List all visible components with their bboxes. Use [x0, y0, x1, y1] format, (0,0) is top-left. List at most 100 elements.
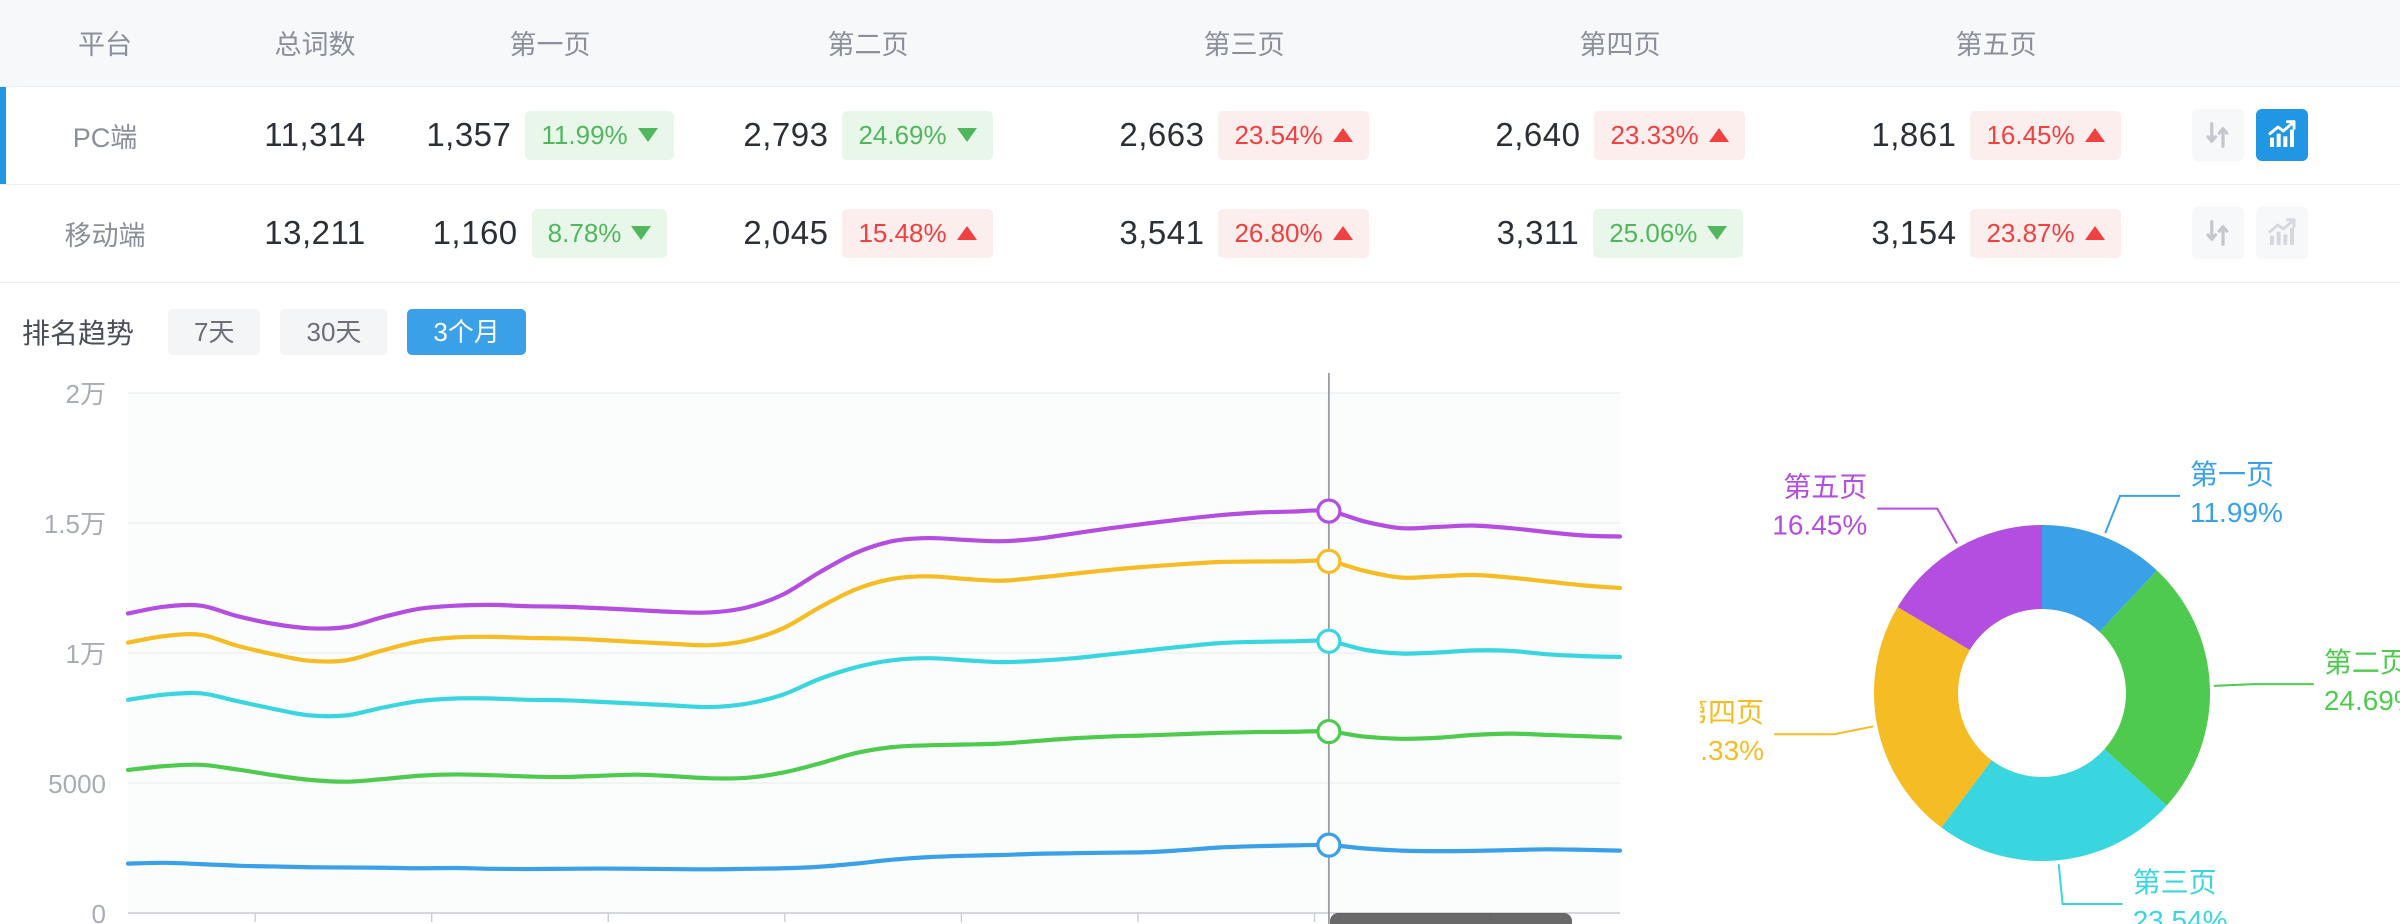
y-axis-tick-label: 1万 [66, 639, 106, 669]
donut-slice-value: 23.54% [2133, 904, 2228, 924]
platform-label: PC端 [72, 122, 138, 153]
range-30-days[interactable]: 30天 [280, 308, 388, 355]
trend-up-icon [1332, 226, 1353, 240]
platform-cell: 移动端 [0, 184, 210, 283]
table-row[interactable]: 移动端 13,211 1,160 8.78% 2,045 15.48% 3,541 26.80… [0, 184, 2400, 283]
page-1-cell: 1,357 11.99% [420, 86, 680, 185]
bar-chart-icon[interactable] [2256, 109, 2308, 161]
donut-slice[interactable] [2042, 524, 2157, 632]
page-3-change-badge: 23.54% [1218, 110, 1369, 160]
trend-down-icon [637, 128, 658, 142]
page-4-change-badge: 23.33% [1594, 110, 1745, 160]
y-axis-tick-label: 1.5万 [44, 509, 106, 539]
page-5-percent: 16.45% [1986, 119, 2075, 150]
platform-rank-table: 平台 总词数 第一页 第二页 第三页 第四页 第五页 PC端 11,314 1,35… [0, 0, 2400, 283]
donut-leader-line [2104, 494, 2180, 533]
bar-chart-icon[interactable] [2256, 207, 2308, 259]
page-4-cell: 3,311 25.06% [1432, 184, 1808, 283]
page-5-cell: 3,154 23.87% [1808, 184, 2184, 283]
page-5-count: 1,861 [1871, 116, 1957, 153]
series-highlight-marker[interactable] [1316, 718, 1342, 744]
donut-slice[interactable] [1897, 524, 2042, 650]
donut-leader-line [1774, 724, 1874, 735]
line-series [125, 557, 1623, 664]
donut-slice-value: 11.99% [2190, 496, 2283, 527]
donut-slice[interactable] [1874, 606, 1992, 828]
trend-up-icon [1708, 128, 1729, 142]
page-4-count: 3,311 [1496, 214, 1580, 251]
series-highlight-marker[interactable] [1316, 497, 1342, 524]
page-3-percent: 23.54% [1234, 119, 1323, 150]
th-actions [2184, 0, 2400, 87]
table-row[interactable]: PC端 11,314 1,357 11.99% 2,793 24.69% 2,663 23.5… [0, 86, 2400, 185]
row-active-accent-bar [0, 86, 6, 184]
page-3-count: 2,663 [1119, 116, 1205, 153]
trend-up-icon [2084, 128, 2105, 142]
actions-cell [2184, 184, 2400, 283]
donut-slice-label: 第五页 [1783, 471, 1867, 502]
page-3-cell: 2,663 23.54% [1056, 86, 1432, 185]
charts-area: 2万1.5万1万5000007-3108-1008-2008-3009-0909… [0, 365, 2400, 924]
range-3-months[interactable]: 3个月 [407, 308, 526, 355]
line-series [125, 842, 1623, 871]
series-highlight-marker[interactable] [1316, 548, 1342, 574]
total-keywords-value: 13,211 [210, 184, 420, 283]
line-series [125, 728, 1623, 784]
page-2-percent: 15.48% [858, 217, 947, 248]
page-1-cell: 1,160 8.78% [420, 184, 680, 283]
donut-slice-label: 第二页 [2324, 647, 2400, 678]
range-7-days[interactable]: 7天 [168, 308, 261, 355]
page-distribution-donut-chart[interactable]: 第一页 11.99% 第二页 24.69% 第三页 23.54% 第四页 23.33% 第五页 1… [1669, 375, 2400, 924]
page-4-cell: 2,640 23.33% [1432, 86, 1808, 185]
donut-leader-line [1877, 507, 1958, 544]
th-page-5: 第五页 [1808, 0, 2184, 87]
total-keywords-value: 11,314 [210, 86, 420, 185]
th-page-4: 第四页 [1432, 0, 1808, 87]
page-5-percent: 23.87% [1986, 217, 2075, 248]
sort-arrows-icon[interactable] [2192, 207, 2244, 259]
donut-slice-value: 16.45% [1772, 509, 1867, 540]
page-2-cell: 2,045 15.48% [680, 184, 1056, 283]
th-total-keywords: 总词数 [210, 0, 420, 87]
page-5-cell: 1,861 16.45% [1808, 86, 2184, 185]
trend-toolbar: 排名趋势 7天 30天 3个月 [0, 283, 2400, 365]
th-page-1: 第一页 [420, 0, 680, 87]
page-4-change-badge: 25.06% [1593, 208, 1744, 258]
line-series [125, 507, 1623, 631]
series-highlight-marker[interactable] [1316, 832, 1342, 858]
donut-slice-label: 第四页 [1700, 697, 1764, 728]
page-1-count: 1,357 [426, 116, 512, 153]
donut-slice[interactable] [2099, 569, 2210, 806]
chart-tooltip: 09-26 前10名: 2,611前20名: 6,978前30名: 10,455… [1330, 912, 1572, 924]
page-2-count: 2,793 [743, 116, 829, 153]
donut-slice[interactable] [1941, 748, 2167, 861]
page-2-cell: 2,793 24.69% [680, 86, 1056, 185]
series-highlight-marker[interactable] [1316, 628, 1342, 654]
sort-arrows-icon[interactable] [2192, 109, 2244, 161]
line-chart-svg[interactable]: 2万1.5万1万5000007-3108-1008-2008-3009-0909… [0, 365, 1720, 924]
y-axis-tick-label: 0 [92, 899, 106, 924]
th-page-3: 第三页 [1056, 0, 1432, 87]
donut-slice-value: 23.33% [1700, 735, 1764, 766]
trend-down-icon [956, 128, 977, 142]
page-1-percent: 11.99% [541, 119, 628, 150]
donut-slice-label: 第三页 [2133, 866, 2217, 897]
line-series [125, 637, 1623, 718]
page-4-percent: 25.06% [1609, 217, 1698, 248]
platform-label: 移动端 [64, 220, 146, 251]
rank-trend-line-chart[interactable]: 2万1.5万1万5000007-3108-1008-2008-3009-0909… [0, 365, 1720, 924]
page-4-percent: 23.33% [1610, 119, 1699, 150]
donut-chart-svg[interactable]: 第一页 11.99% 第二页 24.69% 第三页 23.54% 第四页 23.33% 第五页 1… [1669, 375, 2400, 924]
actions-cell [2184, 86, 2400, 185]
page-1-percent: 8.78% [547, 217, 622, 248]
page-1-change-badge: 11.99% [525, 110, 674, 160]
th-page-2: 第二页 [680, 0, 1056, 87]
trend-up-icon [1332, 128, 1353, 142]
page-2-count: 2,045 [743, 214, 829, 251]
donut-slice-value: 24.69% [2324, 685, 2400, 716]
page-3-count: 3,541 [1119, 214, 1205, 251]
page-5-change-badge: 16.45% [1970, 110, 2121, 160]
table-body: PC端 11,314 1,357 11.99% 2,793 24.69% 2,663 23.5… [0, 86, 2400, 283]
page-4-count: 2,640 [1495, 116, 1581, 153]
page-5-count: 3,154 [1871, 214, 1957, 251]
